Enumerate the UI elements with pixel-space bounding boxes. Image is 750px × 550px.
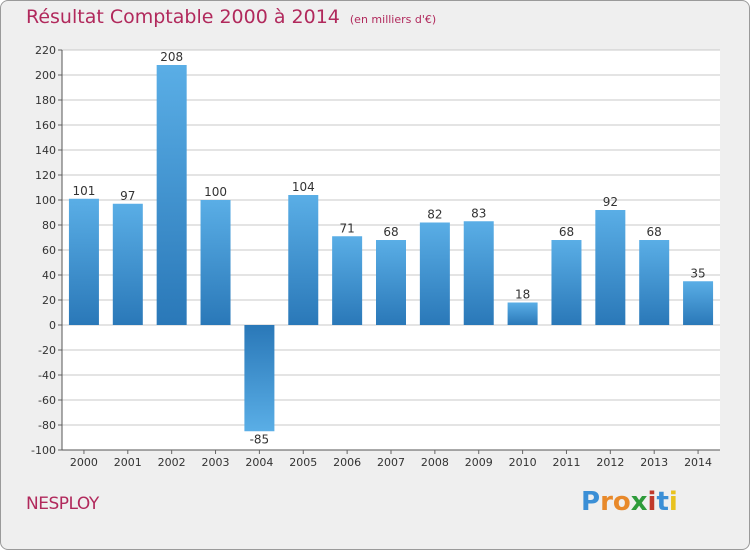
y-tick-label: 0 — [49, 319, 56, 332]
y-tick-label: 120 — [35, 169, 56, 182]
value-label: 68 — [647, 225, 662, 239]
bar — [244, 325, 275, 432]
brand-letter: x — [630, 487, 648, 517]
bar — [332, 236, 363, 325]
x-tick-label: 2001 — [114, 456, 142, 469]
value-label: 71 — [339, 221, 354, 235]
y-tick-label: -40 — [38, 369, 56, 382]
y-tick-label: 220 — [35, 44, 56, 57]
y-tick-label: 80 — [42, 219, 56, 232]
bar — [639, 240, 670, 325]
x-tick-label: 2003 — [202, 456, 230, 469]
value-label: 68 — [559, 225, 574, 239]
x-tick-label: 2008 — [421, 456, 449, 469]
y-tick-label: -60 — [38, 394, 56, 407]
bar — [156, 65, 187, 325]
value-label: 35 — [690, 266, 705, 280]
chart-title: Résultat Comptable 2000 à 2014 (en millie… — [26, 6, 436, 28]
x-tick-label: 2010 — [509, 456, 537, 469]
y-tick-label: 140 — [35, 144, 56, 157]
value-label: 104 — [292, 180, 315, 194]
y-tick-label: -20 — [38, 344, 56, 357]
y-tick-label: -100 — [31, 444, 56, 457]
value-label: 68 — [383, 225, 398, 239]
brand-letter: i — [668, 487, 678, 517]
town-name: NESPLOY — [26, 494, 99, 514]
y-tick-label: -80 — [38, 419, 56, 432]
value-label: 18 — [515, 288, 530, 302]
brand-letter: t — [656, 487, 669, 517]
value-label: 208 — [160, 50, 183, 64]
x-tick-label: 2000 — [70, 456, 98, 469]
brand-letter: o — [612, 487, 631, 517]
bar — [112, 203, 143, 325]
x-tick-label: 2006 — [333, 456, 361, 469]
value-label: 101 — [72, 184, 95, 198]
bar — [507, 302, 538, 325]
brand-letter: i — [647, 487, 657, 517]
y-tick-label: 40 — [42, 269, 56, 282]
y-tick-label: 100 — [35, 194, 56, 207]
bar — [376, 240, 406, 325]
bar — [419, 222, 450, 325]
x-tick-label: 2013 — [640, 456, 668, 469]
y-tick-label: 20 — [42, 294, 56, 307]
value-label: -85 — [250, 432, 270, 446]
x-tick-label: 2007 — [377, 456, 405, 469]
y-tick-label: 200 — [35, 69, 56, 82]
x-tick-label: 2014 — [684, 456, 712, 469]
unit-text: (en milliers d'€) — [349, 13, 437, 26]
bar — [200, 200, 231, 325]
x-tick-label: 2011 — [552, 456, 580, 469]
value-label: 92 — [603, 195, 618, 209]
value-label: 100 — [204, 185, 227, 199]
title-text: Résultat Comptable 2000 à 2014 — [26, 6, 340, 28]
bar — [288, 195, 319, 325]
bar — [683, 281, 714, 325]
value-label: 82 — [427, 208, 442, 222]
x-tick-label: 2005 — [289, 456, 317, 469]
bar — [68, 198, 99, 325]
x-tick-label: 2009 — [465, 456, 493, 469]
value-label: 83 — [471, 206, 486, 220]
x-tick-label: 2004 — [245, 456, 273, 469]
proxiti-logo: Proxiti — [581, 487, 678, 517]
x-tick-label: 2002 — [158, 456, 186, 469]
brand-letter: P — [581, 487, 601, 517]
y-tick-label: 160 — [35, 119, 56, 132]
y-tick-label: 60 — [42, 244, 56, 257]
bar — [595, 210, 626, 325]
value-label: 97 — [120, 189, 135, 203]
brand-letter: r — [600, 487, 613, 517]
x-tick-label: 2012 — [596, 456, 624, 469]
bar — [463, 221, 494, 325]
bar — [551, 240, 582, 325]
y-tick-label: 180 — [35, 94, 56, 107]
